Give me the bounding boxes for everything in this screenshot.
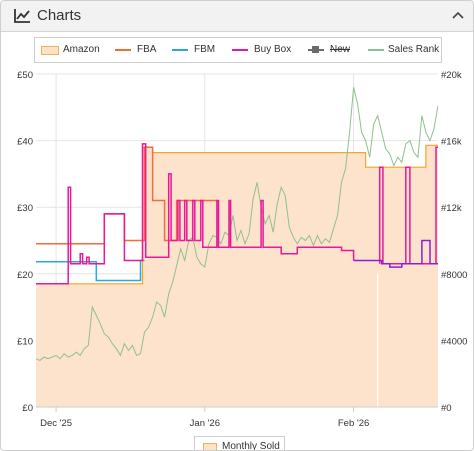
x-tick-label: Dec '25 [40, 418, 72, 429]
y-left-tick-label: £0 [22, 403, 33, 414]
y-left-tick-label: £10 [17, 336, 33, 347]
legend-label-fba: FBA [137, 44, 156, 55]
chart-legend: Amazon FBA FBM Buy Box New Sales Rank [34, 37, 442, 63]
y-left-tick-label: £40 [17, 137, 33, 148]
x-tick-label: Jan '26 [190, 418, 220, 429]
new-marker-icon [312, 46, 319, 53]
charts-header[interactable]: Charts [1, 1, 473, 32]
y-right-tick-label: #8000 [441, 270, 467, 281]
legend-label-amazon: Amazon [63, 44, 100, 55]
y-right-tick-label: #20k [441, 70, 462, 81]
panel-title: Charts [37, 7, 81, 24]
y-left-tick-label: £30 [17, 203, 33, 214]
legend-label-sales-rank: Sales Rank [388, 44, 439, 55]
y-right-tick-label: #12k [441, 203, 462, 214]
legend-item-fba[interactable]: FBA [115, 38, 167, 62]
series-amazon-area [36, 145, 466, 407]
price-history-chart[interactable]: £0 £10 £20 £30 £40 £50 #0 #4000 #8000 #12k #16k #20… [1, 65, 473, 435]
y-right-tick-label: #16k [441, 137, 462, 148]
fbm-line-icon [172, 49, 188, 51]
legend-item-buybox[interactable]: Buy Box [232, 38, 298, 62]
amazon-swatch-icon [41, 46, 59, 55]
legend-label-new: New [330, 44, 350, 55]
plot-area [36, 87, 466, 407]
y-right-tick-label: #0 [441, 403, 452, 414]
legend-item-new[interactable]: New [308, 38, 358, 62]
legend-item-sales-rank[interactable]: Sales Rank [368, 38, 440, 62]
fba-line-icon [115, 49, 131, 51]
y-left-tick-label: £50 [17, 70, 33, 81]
legend-item-monthly-sold[interactable]: Monthly Sold [194, 436, 285, 451]
y-right-tick-label: #4000 [441, 336, 467, 347]
legend-label-fbm: FBM [194, 44, 215, 55]
salesrank-line-icon [368, 49, 384, 51]
x-tick-label: Feb '26 [338, 418, 369, 429]
line-chart-icon [14, 9, 31, 23]
legend-label-buybox: Buy Box [254, 44, 291, 55]
y-left-tick-label: £20 [17, 270, 33, 281]
legend-item-amazon[interactable]: Amazon [41, 38, 111, 62]
legend-item-fbm[interactable]: FBM [172, 38, 227, 62]
chevron-up-icon[interactable] [452, 10, 464, 20]
buybox-line-icon [232, 49, 248, 51]
